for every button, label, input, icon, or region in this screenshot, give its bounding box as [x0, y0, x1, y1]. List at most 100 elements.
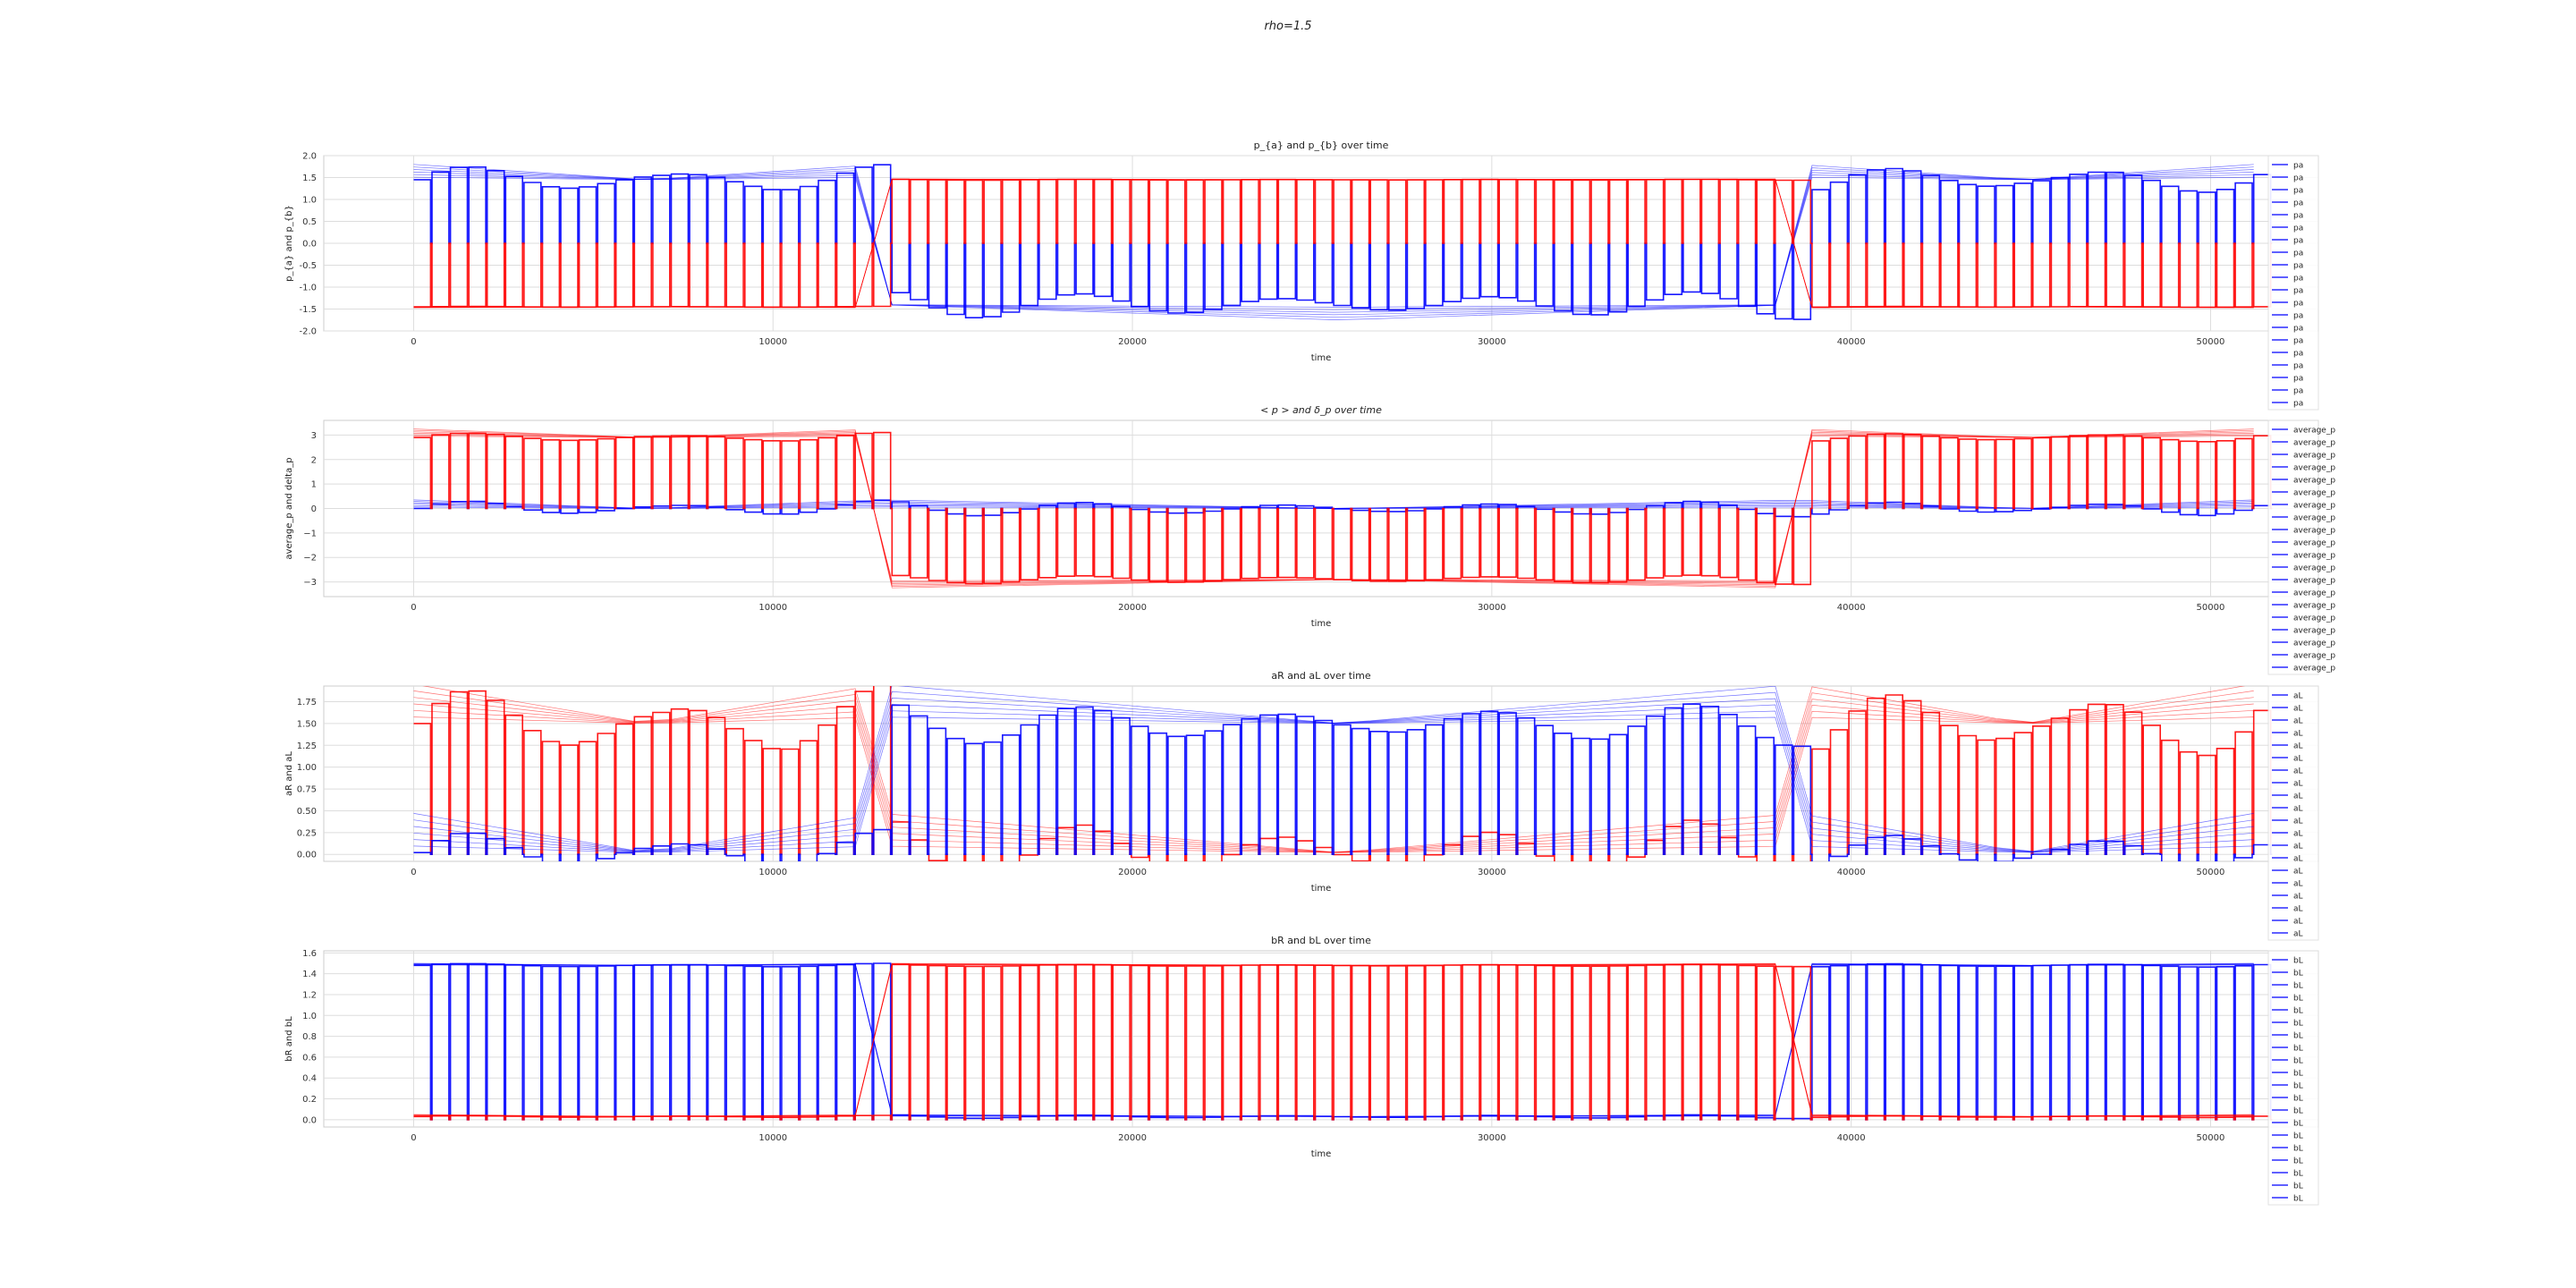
- legend-label: average_p: [2293, 527, 2335, 536]
- x-tick-label: 0: [411, 868, 416, 877]
- y-tick-label: 0.4: [302, 1074, 317, 1084]
- series-line-pa: [413, 164, 2273, 320]
- legend-label: average_p: [2293, 640, 2335, 648]
- legend-label: aL: [2293, 918, 2303, 927]
- legend-label: pa: [2293, 400, 2303, 409]
- legend: bL bL bL bL bL bL bL bL bL bL bL bL bL bL bL bL bL bL bL bL: [2267, 950, 2319, 1206]
- legend-label: aL: [2293, 767, 2303, 776]
- y-tick-label: 0.00: [297, 851, 317, 860]
- y-tick-label: 2.0: [302, 152, 317, 162]
- legend-label: average_p: [2293, 489, 2335, 498]
- legend-label: average_p: [2293, 589, 2335, 598]
- x-tick-label: 10000: [758, 603, 787, 613]
- y-axis-label: aR and aL: [284, 751, 294, 796]
- y-tick-label: 1.6: [302, 949, 317, 959]
- y-tick-label: 1: [311, 480, 317, 490]
- legend-label: pa: [2293, 225, 2303, 233]
- y-tick-label: 2: [311, 455, 317, 465]
- legend-label: aL: [2293, 893, 2303, 902]
- legend-label: average_p: [2293, 514, 2335, 523]
- legend-label: average_p: [2293, 602, 2335, 611]
- x-tick-label: 30000: [1478, 868, 1506, 877]
- series-line-pb: [413, 178, 2273, 309]
- series-trace-pa: [413, 164, 2254, 320]
- legend-label: average_p: [2293, 439, 2335, 448]
- legend: pa pa pa pa pa pa pa pa pa pa pa pa pa pa pa pa pa pa pa pa: [2267, 155, 2319, 411]
- x-tick-label: 50000: [2197, 337, 2225, 347]
- legend-label: bL: [2293, 1170, 2303, 1179]
- panel-title: p_{a} and p_{b} over time: [1254, 140, 1389, 151]
- y-tick-label: 1.75: [297, 698, 317, 708]
- x-tick-label: 30000: [1478, 337, 1506, 347]
- y-tick-label: 0.5: [302, 217, 317, 227]
- plot-content: [413, 164, 2273, 320]
- legend-label: pa: [2293, 387, 2303, 396]
- x-tick-label: 50000: [2197, 868, 2225, 877]
- y-tick-label: 1.2: [302, 990, 317, 1000]
- y-tick-label: 0.75: [297, 785, 317, 795]
- legend-label: average_p: [2293, 564, 2335, 573]
- legend-label: aL: [2293, 843, 2303, 852]
- series-trace-aL: [413, 686, 2254, 852]
- legend-label: bL: [2293, 1157, 2303, 1166]
- legend-label: average_p: [2293, 477, 2335, 486]
- series-trace-bR: [413, 962, 2254, 1117]
- series-trace-pa: [413, 172, 2254, 313]
- x-tick-label: 40000: [1837, 868, 1866, 877]
- series-line-bR: [413, 963, 2273, 1121]
- legend-label: bL: [2293, 1145, 2303, 1154]
- y-tick-label: -2.0: [299, 327, 317, 337]
- x-tick-label: 10000: [758, 868, 787, 877]
- legend-label: pa: [2293, 174, 2303, 183]
- y-tick-label: −1: [303, 529, 317, 538]
- y-axis-label: average_p and delta_p: [284, 457, 294, 559]
- legend-label: average_p: [2293, 502, 2335, 511]
- legend-label: average_p: [2293, 627, 2335, 636]
- legend-label: bL: [2293, 1120, 2303, 1129]
- legend-box: [2267, 685, 2319, 941]
- legend-box: [2267, 419, 2319, 675]
- legend-label: bL: [2293, 1020, 2303, 1029]
- x-tick-label: 20000: [1118, 337, 1147, 347]
- panel-2: 0 10000 20000 30000 40000 50000 −3 −2 −1 0 1 2 3 < p …: [284, 404, 2335, 675]
- panel-title: aR and aL over time: [1271, 670, 1371, 682]
- legend-label: aL: [2293, 855, 2303, 864]
- y-tick-label: 0.50: [297, 807, 317, 817]
- x-tick-label: 0: [411, 1133, 416, 1143]
- legend-label: bL: [2293, 970, 2303, 979]
- panel-4: 0 10000 20000 30000 40000 50000 0.0 0.2 0.4 0.6 0.…: [284, 935, 2319, 1206]
- y-tick-label: 0.25: [297, 828, 317, 838]
- plot-content: [413, 962, 2273, 1121]
- y-tick-label: 0.6: [302, 1053, 317, 1063]
- legend-label: aL: [2293, 780, 2303, 789]
- legend-label: average_p: [2293, 652, 2335, 661]
- legend-label: aL: [2293, 868, 2303, 877]
- legend-label: average_p: [2293, 614, 2335, 623]
- y-tick-label: 0: [311, 504, 317, 514]
- y-tick-label: 1.25: [297, 741, 317, 751]
- x-axis-label: time: [1311, 1149, 1332, 1159]
- legend-label: bL: [2293, 1132, 2303, 1141]
- figure-suptitle: rho=1.5: [1264, 20, 1312, 33]
- panel-1: 0 10000 20000 30000 40000 50000 -2.0 -1.5 -1.0 -0…: [284, 140, 2319, 411]
- legend-label: pa: [2293, 199, 2303, 208]
- y-tick-label: 1.5: [302, 174, 317, 183]
- legend-label: pa: [2293, 375, 2303, 384]
- legend-box: [2267, 155, 2319, 411]
- legend-label: aL: [2293, 705, 2303, 714]
- legend-label: average_p: [2293, 552, 2335, 561]
- legend-label: pa: [2293, 187, 2303, 196]
- x-tick-label: 40000: [1837, 337, 1866, 347]
- panel-title: bR and bL over time: [1271, 935, 1371, 946]
- series-trace-pa: [413, 169, 2254, 316]
- legend-box: [2267, 950, 2319, 1206]
- plot-area: [323, 685, 2319, 862]
- y-axis-label: p_{a} and p_{b}: [284, 205, 294, 282]
- legend-label: pa: [2293, 237, 2303, 246]
- x-axis-label: time: [1311, 353, 1332, 363]
- legend-label: average_p: [2293, 427, 2335, 436]
- plot-content: [413, 428, 2273, 589]
- legend-label: aL: [2293, 717, 2303, 726]
- legend-label: pa: [2293, 362, 2303, 371]
